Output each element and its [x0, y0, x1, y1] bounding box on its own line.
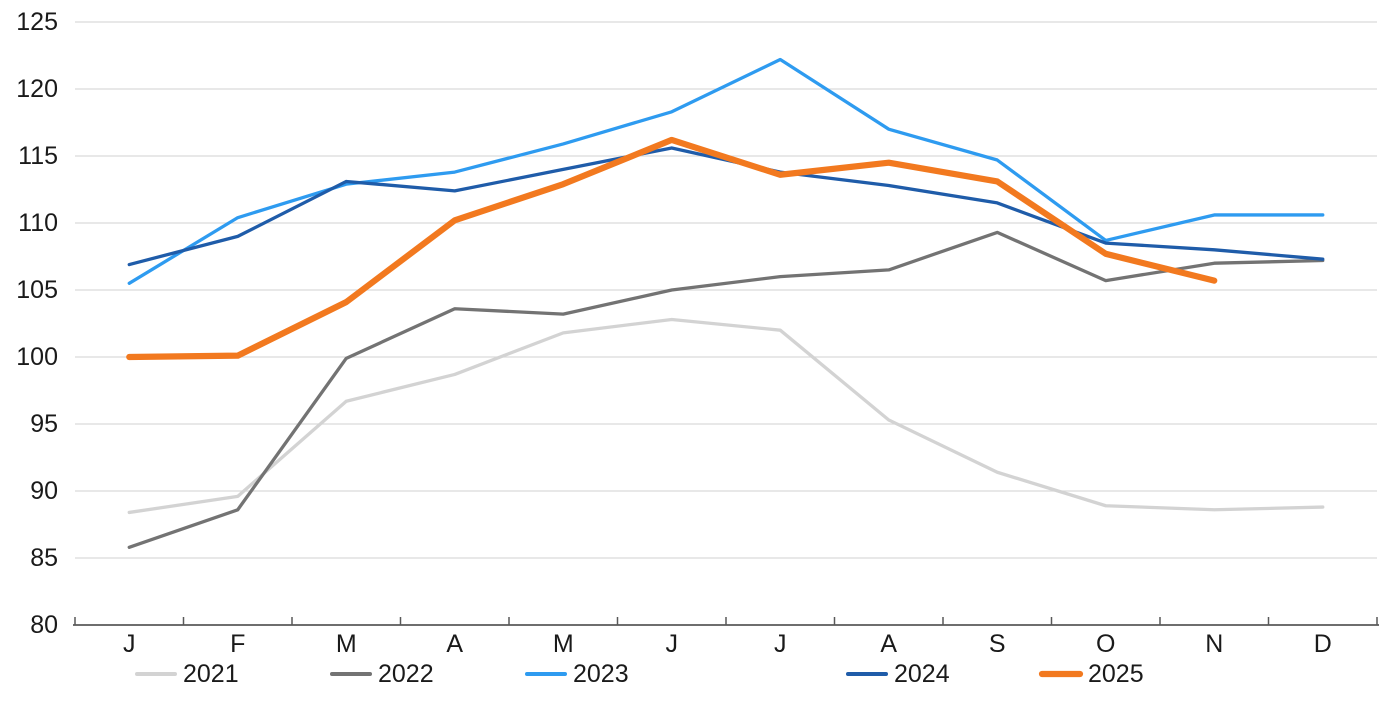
x-axis-label: A — [446, 630, 463, 658]
y-axis-label: 95 — [30, 410, 58, 438]
legend-label-2024: 2024 — [894, 660, 950, 688]
legend-label-2021: 2021 — [183, 660, 239, 688]
x-axis-label: M — [553, 630, 574, 658]
x-axis-label: J — [666, 630, 679, 658]
x-axis-label: J — [774, 630, 787, 658]
y-axis-label: 90 — [30, 477, 58, 505]
legend-label-2025: 2025 — [1088, 660, 1144, 688]
series-line-2024 — [127, 146, 1325, 267]
x-axis-label: D — [1314, 630, 1332, 658]
x-axis-label: J — [123, 630, 136, 658]
series-line-2025 — [126, 136, 1218, 361]
x-axis-label: A — [880, 630, 897, 658]
x-axis-label: S — [989, 630, 1006, 658]
y-axis-label: 105 — [16, 276, 58, 304]
series-line-2022 — [127, 230, 1325, 549]
y-axis-label: 120 — [16, 75, 58, 103]
legend-label-2022: 2022 — [378, 660, 434, 688]
y-axis-label: 115 — [18, 142, 58, 170]
series-line-2021 — [127, 317, 1325, 515]
y-axis-label: 110 — [18, 209, 58, 237]
y-axis-label: 125 — [16, 8, 58, 36]
series-line-2023 — [127, 57, 1325, 285]
x-axis-label: N — [1205, 630, 1223, 658]
x-axis-label: M — [336, 630, 357, 658]
y-axis-label: 80 — [30, 611, 58, 639]
x-axis-label: F — [230, 630, 245, 658]
legend-label-2023: 2023 — [573, 660, 629, 688]
x-axis-label: O — [1096, 630, 1115, 658]
y-axis-label: 100 — [16, 343, 58, 371]
y-axis-label: 85 — [30, 544, 58, 572]
